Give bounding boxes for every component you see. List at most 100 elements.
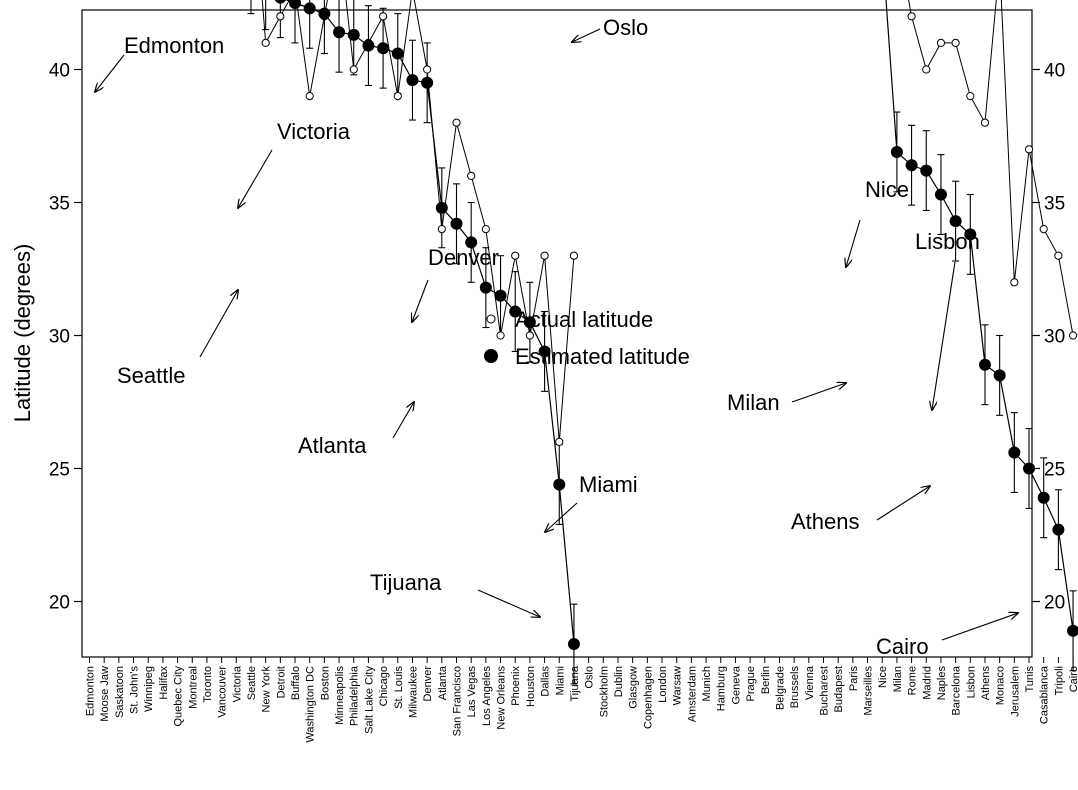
x-tick-label: Seattle: [246, 666, 258, 700]
y-tick-label-left: 35: [49, 194, 70, 215]
estimated-latitude-line: [284, 0, 575, 645]
callout-label: Milan: [727, 390, 780, 415]
actual-point: [261, 38, 270, 48]
y-tick-label-right: 35: [1044, 194, 1065, 215]
x-tick-label: Warsaw: [672, 666, 684, 705]
y-tick-label-left: 30: [49, 327, 70, 348]
x-tick-label: Boston: [319, 666, 331, 700]
actual-point: [980, 118, 990, 127]
x-tick-label: Berlin: [760, 666, 772, 694]
callout-arrow: [412, 279, 429, 322]
callout-label: Oslo: [603, 15, 648, 40]
x-tick-label: Milwaukee: [407, 666, 419, 718]
callout-label: Seattle: [117, 363, 186, 388]
x-tick-label: Cairo: [1068, 666, 1078, 692]
y-tick-label-right: 25: [1044, 460, 1065, 481]
actual-point: [393, 92, 402, 101]
error-bars: [247, 0, 1077, 685]
x-tick-label: San Francisco: [452, 666, 464, 736]
x-tick-label: Bucharest: [819, 666, 831, 716]
x-tick-label: Salt Lake City: [363, 666, 375, 734]
estimated-point: [553, 478, 566, 491]
callout-arrow: [95, 54, 125, 92]
x-tick-label: Lisbon: [965, 666, 977, 698]
callout-label: Nice: [865, 177, 909, 202]
estimated-point: [274, 0, 286, 4]
actual-point: [511, 251, 520, 260]
x-tick-label: Philadelphia: [349, 665, 361, 726]
x-tick-label: Washington DC: [305, 666, 317, 743]
x-tick-label: Victoria: [231, 665, 243, 702]
x-tick-label: Tunis: [1024, 666, 1036, 693]
actual-point: [1010, 278, 1019, 287]
callout-label: Tijuana: [370, 570, 442, 595]
x-tick-label: St. Louis: [393, 666, 405, 709]
y-axis-left: 202530354045505560: [49, 61, 82, 614]
estimated-point: [1052, 523, 1065, 536]
x-tick-label: Naples: [936, 666, 948, 701]
x-tick-label: Dublin: [613, 666, 625, 697]
actual-point: [569, 251, 579, 260]
actual-latitude-line: [261, 0, 575, 442]
x-tick-label: Marseilles: [863, 666, 875, 716]
actual-point: [452, 118, 461, 127]
callout-arrow: [199, 290, 238, 358]
x-tick-label: Moose Jaw: [99, 666, 111, 722]
x-tick-label: Prague: [745, 666, 757, 701]
callout-label: Denver: [428, 245, 499, 270]
legend-actual-label: Actual latitude: [515, 307, 653, 332]
x-tick-label: Minneapolis: [334, 666, 346, 725]
actual-point: [276, 12, 285, 21]
x-tick-label: Winnipeg: [143, 666, 155, 712]
y-tick-label-right: 40: [1044, 61, 1065, 82]
x-tick-label: Rome: [907, 666, 919, 695]
callout-label: Athens: [791, 509, 860, 534]
x-tick-label: Athens: [980, 666, 992, 701]
estimated-point: [494, 289, 507, 302]
x-tick-label: Paris: [848, 666, 860, 692]
x-tick-label: Tijuana: [569, 665, 581, 702]
callout-label: Lisbon: [915, 229, 980, 254]
x-tick-label: Quebec City: [173, 666, 185, 727]
legend-actual-marker: [486, 314, 496, 324]
y-tick-label-right: 30: [1044, 327, 1065, 348]
estimated-point: [318, 7, 331, 20]
x-tick-label: London: [657, 666, 669, 703]
actual-point: [922, 65, 931, 74]
x-tick-label: Edmonton: [85, 666, 97, 716]
estimated-point: [362, 39, 375, 52]
actual-point: [1068, 331, 1078, 340]
callout-arrow: [876, 486, 930, 521]
estimated-point: [523, 316, 536, 329]
actual-point: [1024, 145, 1034, 154]
x-tick-label: Detroit: [275, 666, 287, 698]
x-tick-label: Atlanta: [437, 665, 449, 700]
y-tick-label-left: 20: [49, 593, 70, 614]
callout-label: Edmonton: [124, 33, 224, 58]
callout-arrow: [572, 28, 601, 42]
estimated-point: [993, 369, 1006, 382]
x-tick-label: Halifax: [158, 666, 170, 700]
actual-point: [481, 225, 490, 234]
x-tick-label: New Orleans: [496, 666, 508, 730]
callout-label: Victoria: [277, 119, 351, 144]
estimated-point: [1037, 491, 1050, 504]
x-tick-label: Milan: [892, 666, 904, 692]
actual-point: [951, 38, 960, 48]
x-tick-label: Belgrade: [774, 666, 786, 710]
x-tick-label: Tripoli: [1053, 666, 1065, 696]
x-tick-label: Barcelona: [951, 665, 963, 715]
estimated-point: [347, 28, 360, 41]
estimated-point: [406, 74, 419, 87]
estimated-point: [890, 145, 903, 158]
x-axis: Edmonton Moose Jaw Saskatoon St. John's Winn…: [85, 657, 1078, 743]
callout-label: Miami: [579, 472, 638, 497]
actual-point: [1039, 225, 1048, 234]
estimated-point: [479, 281, 492, 294]
actual-point: [907, 12, 916, 21]
legend-estimated-marker: [484, 349, 498, 363]
callout-arrow: [545, 502, 578, 532]
x-tick-label: Madrid: [921, 666, 933, 700]
actual-point: [423, 65, 432, 74]
